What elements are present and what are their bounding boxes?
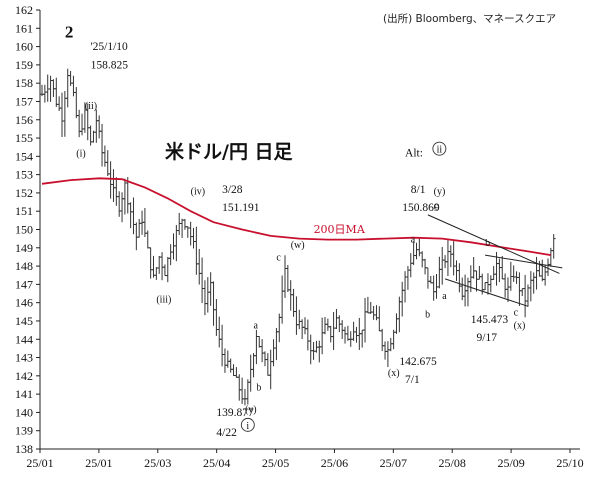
y-tick-label: 144 (15, 332, 33, 346)
y-tick-label: 153 (15, 168, 33, 182)
y-tick-label: 138 (15, 442, 33, 456)
annotation-label: Alt: (405, 147, 423, 159)
y-tick-label: 155 (15, 131, 33, 145)
wave-label: (i) (76, 148, 85, 159)
y-tick-label: 143 (15, 351, 33, 365)
chart-title: 米ドル/円 日足 (165, 140, 294, 163)
y-tick-label: 149 (15, 241, 33, 255)
y-tick-label: 152 (15, 186, 33, 200)
y-tick-label: 141 (15, 387, 33, 401)
y-tick-label: 145 (15, 314, 33, 328)
wave-label: (v) (245, 404, 257, 415)
x-tick-label: 25/01 (85, 456, 112, 470)
ma200-label: 200日MA (314, 223, 366, 236)
wave-label: (x) (388, 368, 400, 379)
y-tick-label: 158 (15, 76, 33, 90)
wave-label: b (485, 238, 490, 249)
x-tick-label: 25/10 (556, 456, 583, 470)
x-tick-label: 25/04 (203, 456, 230, 470)
annotations: 2 '25/1/10 158.825 (ii) (i) (iv) 3/28 151.191 (i… (65, 22, 525, 439)
wave-label: b (256, 382, 261, 393)
wave-label: a (442, 291, 447, 302)
trendline (444, 278, 529, 307)
circled-wave-label: ii (437, 145, 443, 156)
y-tick-label: 154 (15, 149, 33, 163)
annotation-label: 158.825 (91, 60, 129, 72)
y-tick-label: 139 (15, 424, 33, 438)
price-bars (40, 68, 556, 406)
trendlines (427, 214, 563, 307)
y-tick-label: 156 (15, 113, 33, 127)
wave-label: (w) (291, 240, 305, 251)
y-tick-label: 157 (15, 94, 33, 108)
wave-label: b (425, 309, 430, 320)
annotation-label: 142.675 (399, 356, 437, 368)
annotation-label: 145.473 (471, 314, 509, 326)
wave-label: a (411, 234, 416, 245)
x-tick-label: 25/07 (380, 456, 407, 470)
wave-label: (y) (434, 187, 446, 198)
wave-label: (iii) (156, 295, 171, 306)
y-tick-label: 140 (15, 405, 33, 419)
y-tick-label: 151 (15, 204, 33, 218)
y-tick-label: 146 (15, 296, 33, 310)
annotation-label: 7/1 (405, 374, 420, 386)
y-tick-label: 159 (15, 58, 33, 72)
wave-label: a (254, 320, 259, 331)
y-tick-label: 147 (15, 277, 33, 291)
annotation-label: 2 (65, 22, 74, 41)
x-tick-label: 25/01 (26, 456, 53, 470)
source-note: (出所) Bloomberg、マネースクエア (383, 12, 556, 25)
x-tick-label: 25/03 (144, 456, 171, 470)
wave-label: (x) (514, 320, 526, 331)
wave-label: c (514, 307, 519, 318)
annotation-label: 139.877 (216, 407, 254, 419)
annotation-label: 9/17 (477, 332, 498, 344)
wave-label: c (434, 201, 439, 212)
circled-wave-mark (432, 141, 447, 156)
annotation-label: 151.191 (222, 202, 260, 214)
x-tick-label: 25/05 (262, 456, 289, 470)
ma200-line (41, 177, 551, 256)
wave-label: c (276, 253, 281, 264)
x-tick-label: 25/08 (439, 456, 466, 470)
y-tick-label: 150 (15, 223, 33, 237)
trendline (485, 254, 563, 269)
wave-label: (iv) (191, 187, 205, 198)
y-tick-label: 142 (15, 369, 33, 383)
annotation-label: 4/22 (216, 427, 237, 439)
annotation-label: 3/28 (222, 184, 243, 196)
annotation-label: 8/1 (411, 184, 426, 196)
x-axis-ticks: 25/01 25/01 25/03 25/04 25/05 25/06 25/07 25/08… (26, 449, 584, 470)
circled-wave-label: i (246, 421, 249, 432)
y-tick-label: 161 (15, 21, 33, 35)
annotation-label: 150.869 (402, 202, 440, 214)
y-tick-label: 160 (15, 40, 33, 54)
annotation-label: '25/1/10 (91, 41, 128, 53)
y-tick-label: 148 (15, 259, 33, 273)
x-tick-label: 25/06 (321, 456, 348, 470)
x-tick-label: 25/09 (497, 456, 524, 470)
y-tick-label: 162 (15, 3, 33, 17)
circled-wave-mark (240, 417, 255, 432)
y-axis-ticks: 138 139 140 141 142 143 144 145 146 147 148 149 150 1… (15, 3, 40, 456)
wave-label: (ii) (85, 101, 97, 112)
